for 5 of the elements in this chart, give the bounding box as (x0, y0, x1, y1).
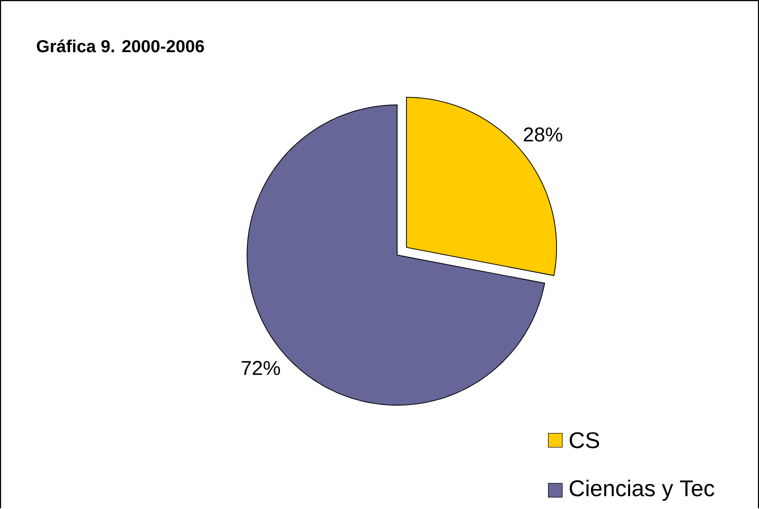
legend-label: CS (570, 432, 600, 448)
legend-label: Ciencias y Tec (570, 480, 714, 501)
data-label: 72% (242, 361, 280, 376)
chart-title: Gráfica 9. 2000-2006 (36, 40, 204, 52)
data-label: 28% (524, 128, 562, 142)
